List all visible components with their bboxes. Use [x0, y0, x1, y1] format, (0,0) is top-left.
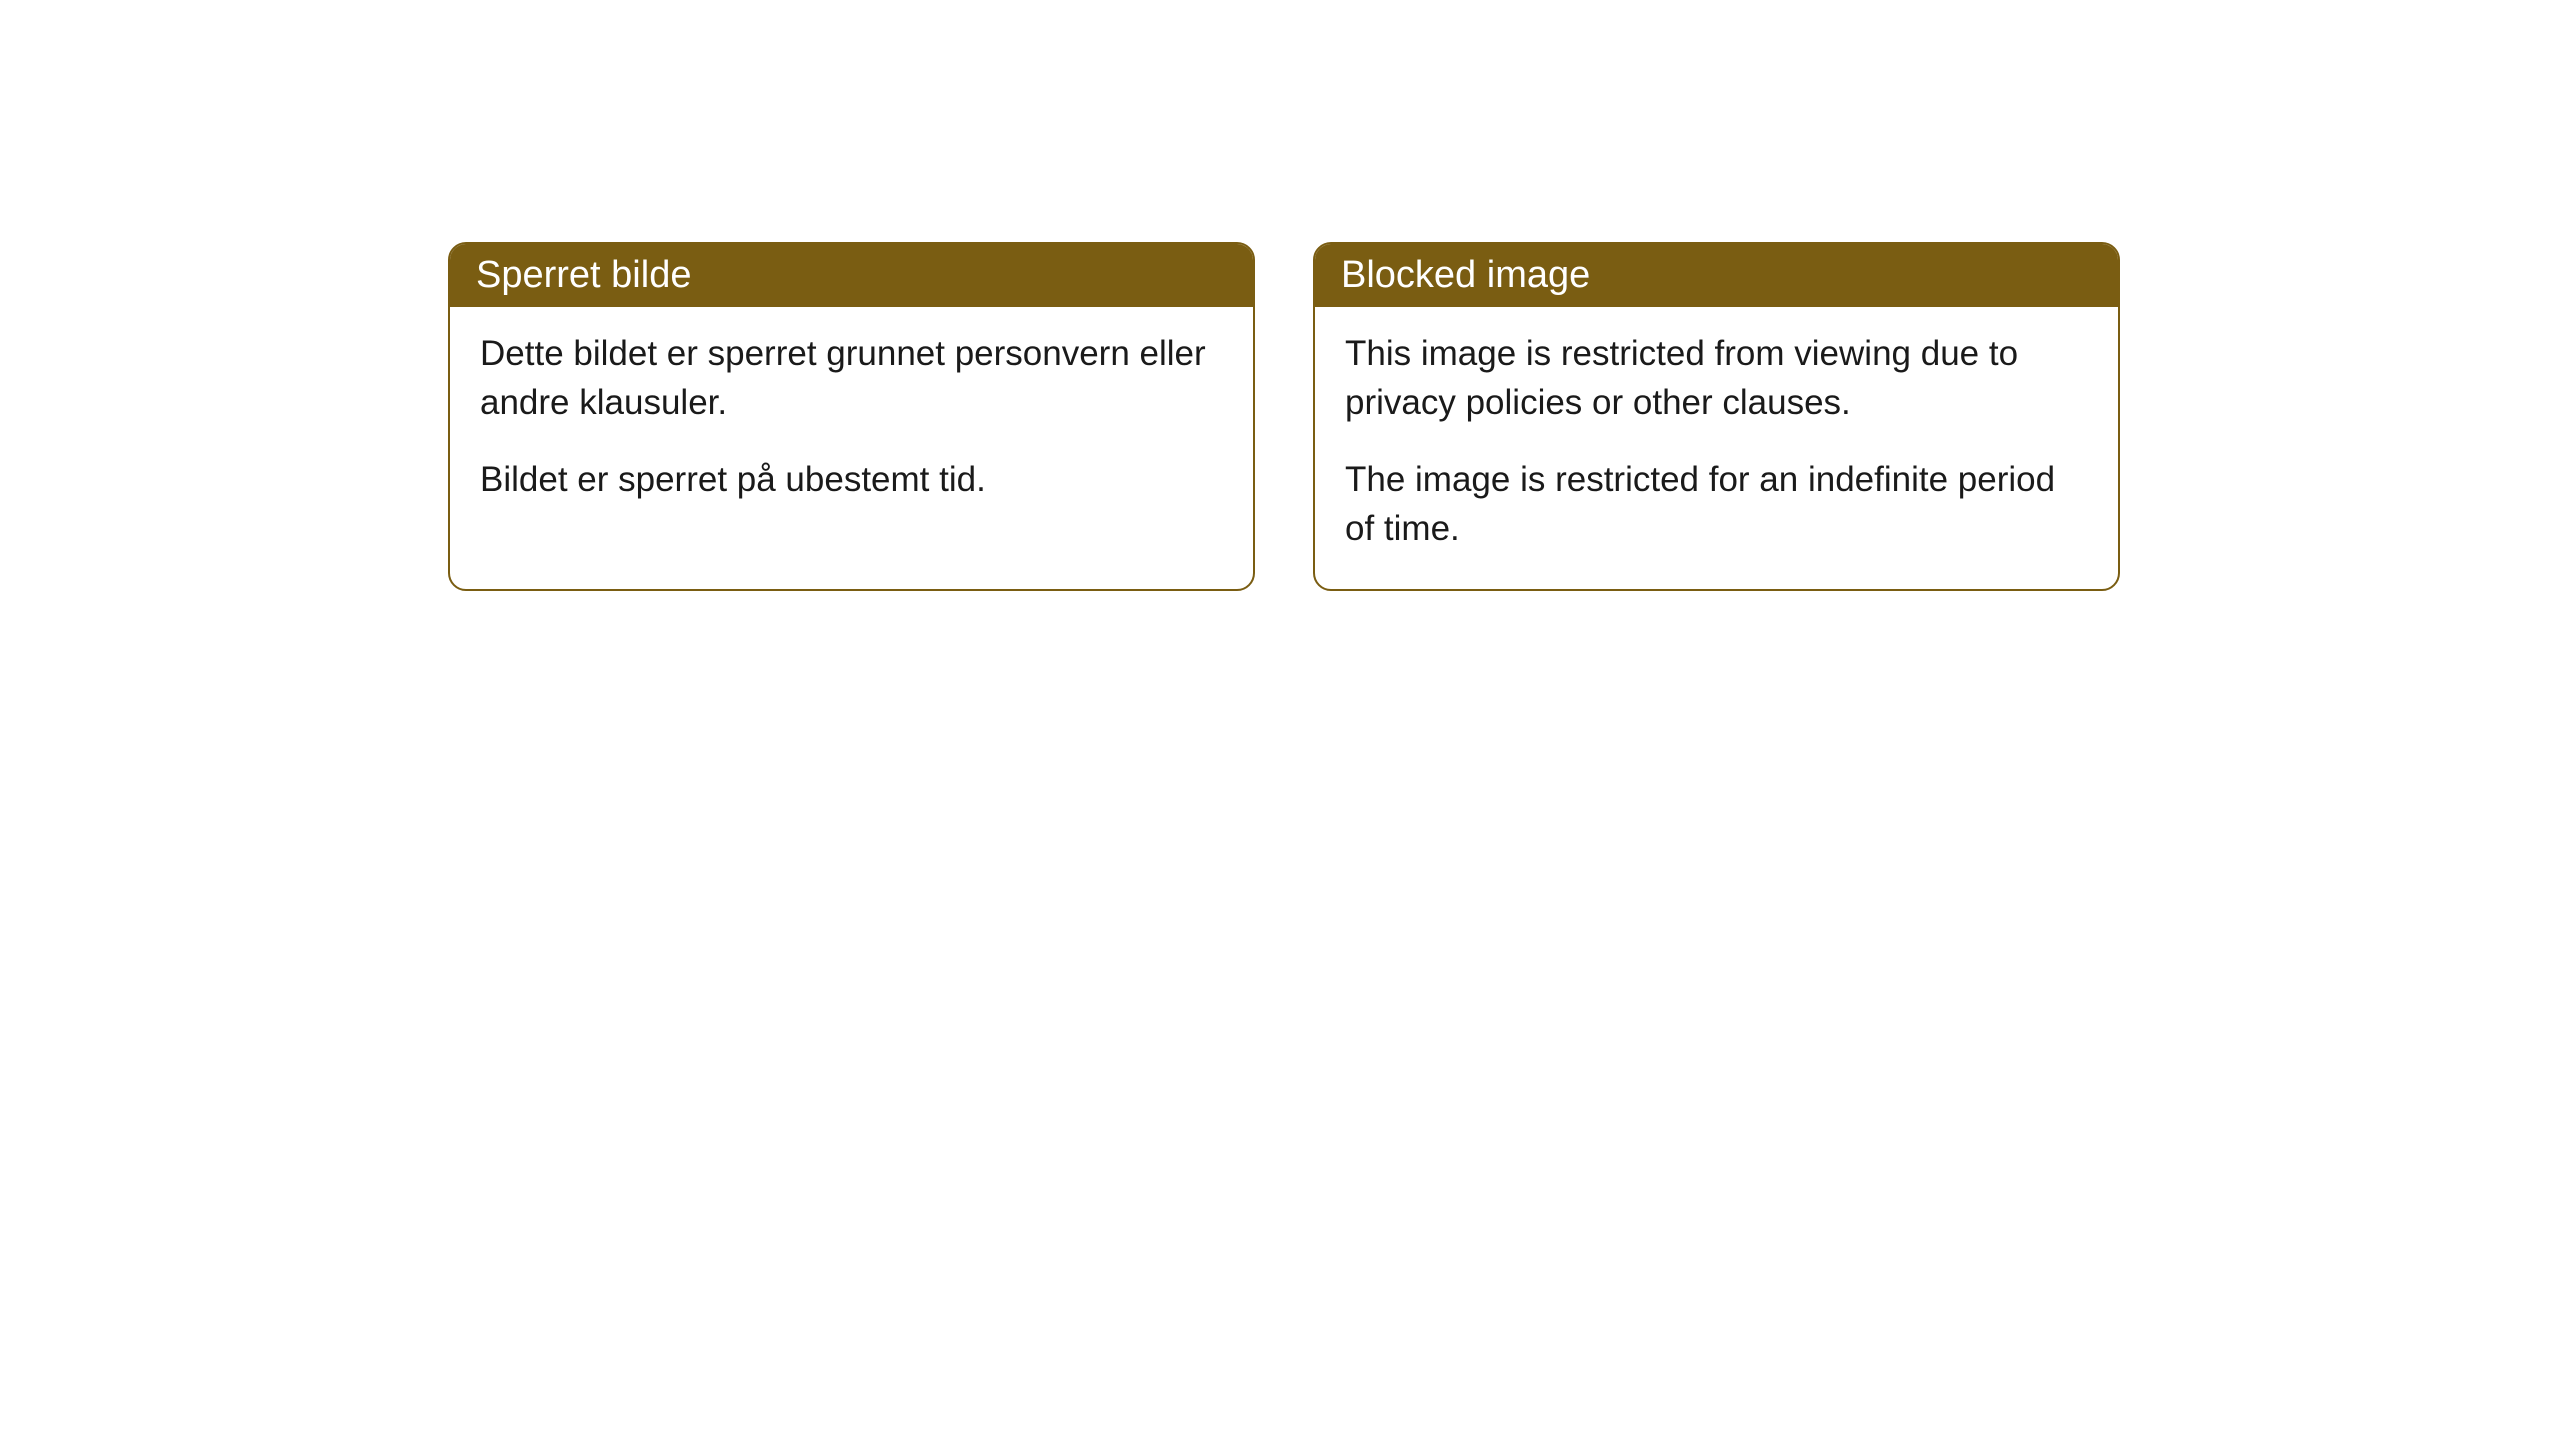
card-paragraph: This image is restricted from viewing du… — [1345, 329, 2088, 427]
card-header: Sperret bilde — [450, 244, 1253, 307]
card-header: Blocked image — [1315, 244, 2118, 307]
card-norwegian: Sperret bilde Dette bildet er sperret gr… — [448, 242, 1255, 591]
card-title: Sperret bilde — [476, 254, 691, 296]
card-paragraph: The image is restricted for an indefinit… — [1345, 455, 2088, 553]
card-paragraph: Dette bildet er sperret grunnet personve… — [480, 329, 1223, 427]
cards-container: Sperret bilde Dette bildet er sperret gr… — [448, 242, 2120, 591]
card-english: Blocked image This image is restricted f… — [1313, 242, 2120, 591]
card-body: Dette bildet er sperret grunnet personve… — [450, 307, 1253, 540]
card-paragraph: Bildet er sperret på ubestemt tid. — [480, 455, 1223, 504]
card-body: This image is restricted from viewing du… — [1315, 307, 2118, 589]
card-title: Blocked image — [1341, 254, 1590, 296]
